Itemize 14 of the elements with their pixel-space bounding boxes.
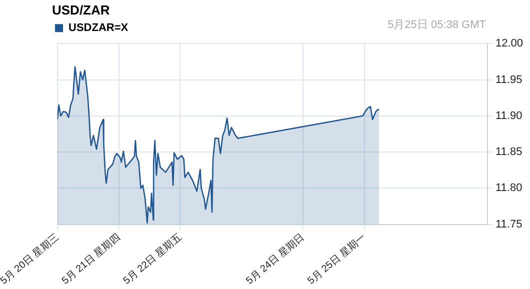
y-tick-label: 11.95 [495,74,522,86]
y-tick-label: 11.75 [495,218,522,230]
y-tick-label: 12.00 [495,38,524,50]
chart-title: USD/ZAR [52,2,110,18]
x-tick-label: 5月 20日 星期三 [0,231,62,287]
x-tick-label: 5月 25日 星期一 [305,231,368,287]
x-tick-label: 5月 22日 星期五 [120,231,184,287]
text: 5月25日 05:38 GMT [388,18,486,32]
x-tick-label: 5月 21日 星期四 [59,231,122,287]
y-tick-label: 11.85 [495,146,522,158]
y-tick-label: 11.80 [495,182,522,194]
y-tick-label: 11.90 [495,110,522,122]
x-tick-label: 5月 24日 星期日 [244,231,307,287]
legend-label: USDZAR=X [68,22,129,34]
